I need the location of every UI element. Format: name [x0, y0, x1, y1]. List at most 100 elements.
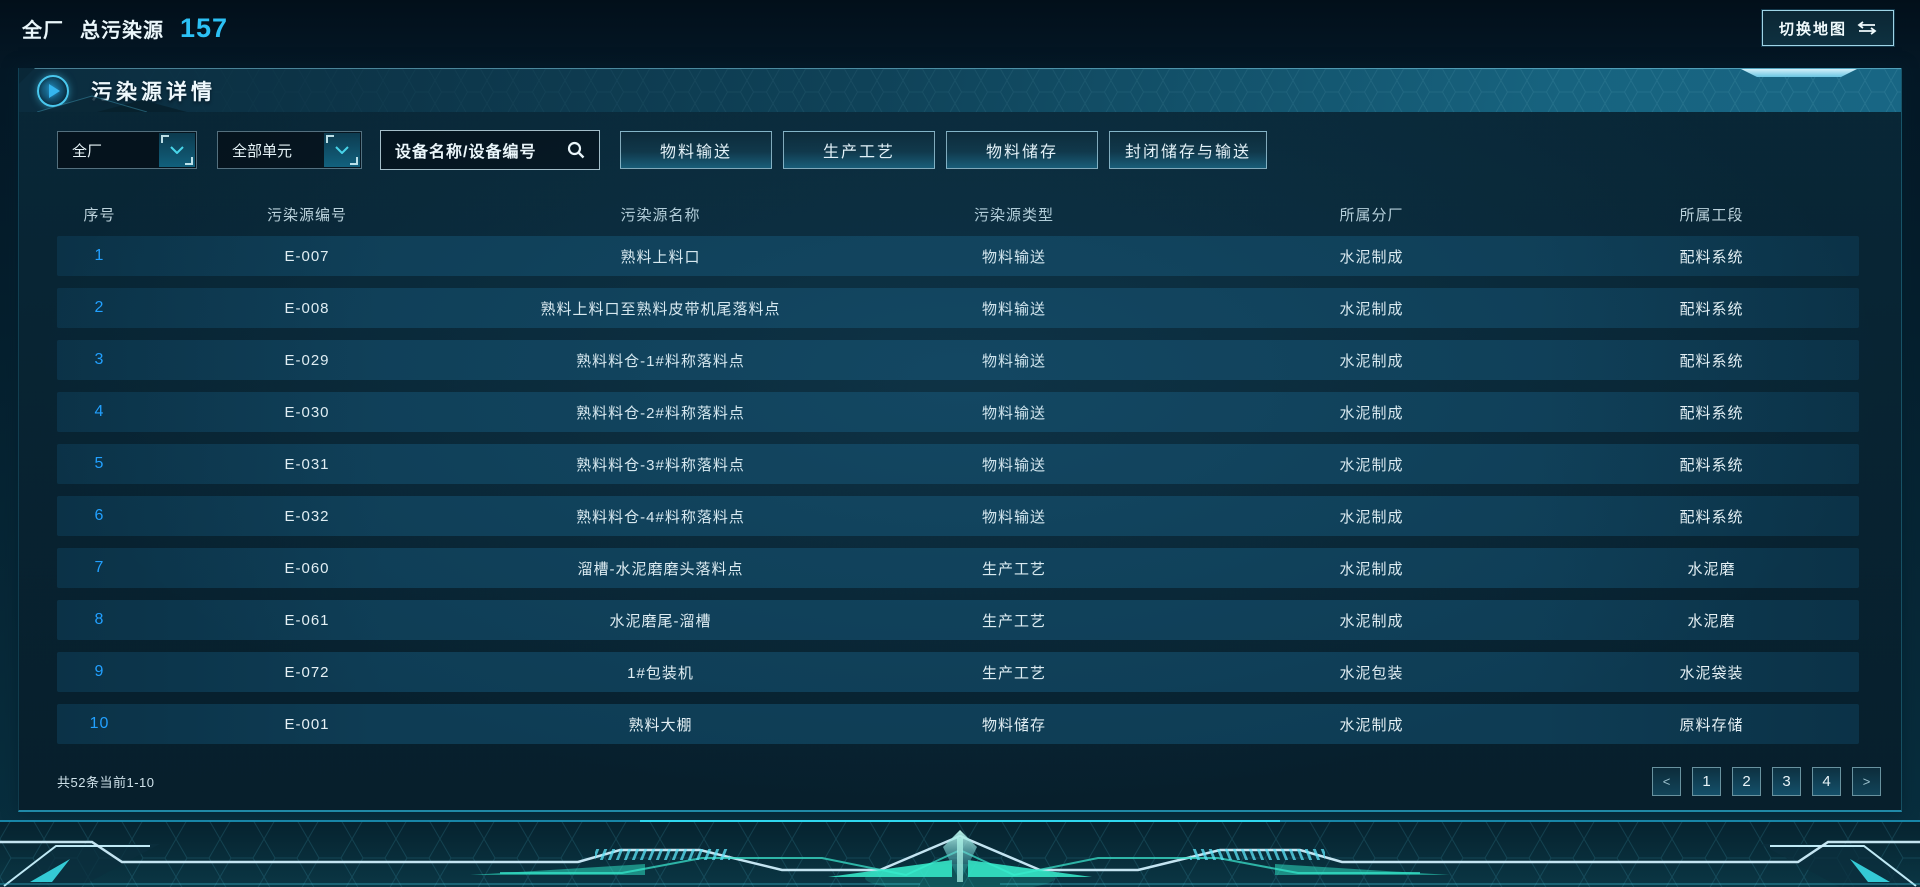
- switch-map-label: 切换地图: [1778, 20, 1847, 38]
- row-cell-6: 配料系统: [1679, 508, 1744, 526]
- row-cell-5: 水泥制成: [1339, 248, 1404, 266]
- row-index: 8: [94, 611, 105, 628]
- row-cell-5: 水泥制成: [1339, 456, 1404, 474]
- row-cell-4: 物料输送: [981, 404, 1046, 422]
- row-cell-4: 物料输送: [981, 248, 1046, 266]
- row-cell-3: 水泥磨尾-溜槽: [609, 612, 712, 630]
- table-row[interactable]: 8 E-061 水泥磨尾-溜槽 生产工艺 水泥制成 水泥磨: [57, 600, 1859, 640]
- row-cell-3: 熟料料仓-1#料称落料点: [576, 352, 745, 370]
- row-cell-3: 熟料料仓-4#料称落料点: [576, 508, 745, 526]
- row-cell-5: 水泥包装: [1339, 664, 1404, 682]
- row-cell-6: 配料系统: [1679, 248, 1744, 266]
- type-filter-button-3[interactable]: 物料储存: [946, 131, 1098, 169]
- search-input[interactable]: 设备名称/设备编号: [380, 130, 600, 170]
- row-cell-6: 配料系统: [1679, 404, 1744, 422]
- row-cell-5: 水泥制成: [1339, 300, 1404, 318]
- page-button-1[interactable]: 1: [1692, 766, 1721, 796]
- filter-row: 全厂 全部单元 设备名称/设备编号 物料输送 生产工艺 物料储存 封闭储存与输送: [57, 130, 1267, 170]
- factory-select-value: 全厂: [72, 142, 103, 160]
- row-index: 4: [94, 403, 105, 420]
- topbar: 全厂 总污染源 157 切换地图: [0, 0, 1920, 56]
- row-cell-2: E-008: [284, 299, 330, 317]
- row-cell-2: E-031: [284, 455, 330, 473]
- row-index: 7: [94, 559, 105, 576]
- panel-title: 污染源详情: [91, 80, 216, 104]
- record-count-summary: 共52条当前1-10: [57, 774, 155, 790]
- page-button-3[interactable]: 3: [1772, 766, 1801, 796]
- row-cell-3: 熟料料仓-3#料称落料点: [576, 456, 745, 474]
- row-cell-3: 熟料上料口至熟料皮带机尾落料点: [540, 300, 781, 318]
- row-cell-5: 水泥制成: [1339, 560, 1404, 578]
- search-icon[interactable]: [567, 141, 585, 159]
- type-filter-button-1[interactable]: 物料输送: [620, 131, 772, 169]
- hex-pattern-decor: [19, 69, 1901, 112]
- row-cell-5: 水泥制成: [1339, 352, 1404, 370]
- row-cell-2: E-030: [284, 403, 330, 421]
- table-row[interactable]: 7 E-060 溜槽-水泥磨磨头落料点 生产工艺 水泥制成 水泥磨: [57, 548, 1859, 588]
- row-cell-4: 生产工艺: [981, 612, 1046, 630]
- column-header-5: 所属分厂: [1339, 206, 1404, 224]
- page-prev-button[interactable]: <: [1652, 766, 1681, 796]
- row-cell-4: 物料输送: [981, 508, 1046, 526]
- row-cell-6: 原料存储: [1679, 716, 1744, 734]
- table-row[interactable]: 4 E-030 熟料料仓-2#料称落料点 物料输送 水泥制成 配料系统: [57, 392, 1859, 432]
- row-cell-2: E-032: [284, 507, 330, 525]
- row-index: 6: [94, 507, 105, 524]
- pollution-detail-panel: 污染源详情 全厂 全部单元 设备名称/设备编号: [18, 68, 1902, 812]
- page-next-button[interactable]: >: [1852, 766, 1881, 796]
- row-cell-2: E-007: [284, 247, 330, 265]
- chevron-down-icon[interactable]: [324, 133, 360, 167]
- row-cell-2: E-072: [284, 663, 330, 681]
- page-button-2[interactable]: 2: [1732, 766, 1761, 796]
- table-row[interactable]: 9 E-072 1#包装机 生产工艺 水泥包装 水泥袋装: [57, 652, 1859, 692]
- row-cell-6: 配料系统: [1679, 456, 1744, 474]
- row-cell-6: 水泥袋装: [1679, 664, 1744, 682]
- unit-select[interactable]: 全部单元: [217, 131, 362, 169]
- factory-select[interactable]: 全厂: [57, 131, 197, 169]
- column-header-1: 序号: [83, 206, 116, 224]
- type-filter-buttons: 物料输送 生产工艺 物料储存 封闭储存与输送: [609, 131, 1267, 169]
- row-index: 5: [94, 455, 105, 472]
- column-header-6: 所属工段: [1679, 206, 1744, 224]
- search-placeholder: 设备名称/设备编号: [395, 144, 537, 161]
- row-cell-3: 1#包装机: [627, 664, 694, 682]
- row-cell-5: 水泥制成: [1339, 404, 1404, 422]
- row-index: 3: [94, 351, 105, 368]
- page-button-4[interactable]: 4: [1812, 766, 1841, 796]
- column-header-2: 污染源编号: [266, 206, 347, 224]
- row-cell-2: E-060: [284, 559, 330, 577]
- row-cell-4: 生产工艺: [981, 664, 1046, 682]
- type-filter-button-4[interactable]: 封闭储存与输送: [1109, 131, 1267, 169]
- table-row[interactable]: 5 E-031 熟料料仓-3#料称落料点 物料输送 水泥制成 配料系统: [57, 444, 1859, 484]
- swap-arrows-icon: [1857, 21, 1877, 35]
- row-cell-2: E-001: [284, 715, 330, 733]
- row-cell-3: 熟料上料口: [620, 248, 701, 266]
- table-row[interactable]: 6 E-032 熟料料仓-4#料称落料点 物料输送 水泥制成 配料系统: [57, 496, 1859, 536]
- table-row[interactable]: 10 E-001 熟料大棚 物料储存 水泥制成 原料存储: [57, 704, 1859, 744]
- row-cell-4: 物料输送: [981, 456, 1046, 474]
- table-row[interactable]: 1 E-007 熟料上料口 物料输送 水泥制成 配料系统: [57, 236, 1859, 276]
- panel-footer: 共52条当前1-10 <1 2 3 4 >: [57, 758, 1881, 804]
- row-cell-3: 熟料大棚: [628, 716, 693, 734]
- chevron-down-icon[interactable]: [159, 133, 195, 167]
- row-cell-3: 熟料料仓-2#料称落料点: [576, 404, 745, 422]
- row-cell-2: E-029: [284, 351, 330, 369]
- row-cell-3: 溜槽-水泥磨磨头落料点: [577, 560, 744, 578]
- table-row[interactable]: 3 E-029 熟料料仓-1#料称落料点 物料输送 水泥制成 配料系统: [57, 340, 1859, 380]
- total-pollution-summary: 全厂 总污染源 157: [22, 13, 228, 44]
- switch-map-button[interactable]: 切换地图: [1760, 9, 1896, 47]
- row-cell-6: 配料系统: [1679, 352, 1744, 370]
- table-body: 1 E-007 熟料上料口 物料输送 水泥制成 配料系统 2 E-008 熟料上料口至熟料皮带机…: [57, 236, 1859, 756]
- mountain-decor: [37, 95, 187, 112]
- play-icon: [37, 74, 69, 107]
- unit-select-value: 全部单元: [232, 142, 293, 160]
- row-cell-4: 物料储存: [981, 716, 1046, 734]
- row-index: 2: [94, 299, 105, 316]
- row-cell-2: E-061: [284, 611, 330, 629]
- column-header-3: 污染源名称: [620, 206, 701, 224]
- panel-header: 污染源详情: [19, 68, 1901, 112]
- row-cell-6: 水泥磨: [1687, 612, 1736, 630]
- table-row[interactable]: 2 E-008 熟料上料口至熟料皮带机尾落料点 物料输送 水泥制成 配料系统: [57, 288, 1859, 328]
- total-pollution-label: 总污染源: [80, 19, 164, 42]
- type-filter-button-2[interactable]: 生产工艺: [783, 131, 935, 169]
